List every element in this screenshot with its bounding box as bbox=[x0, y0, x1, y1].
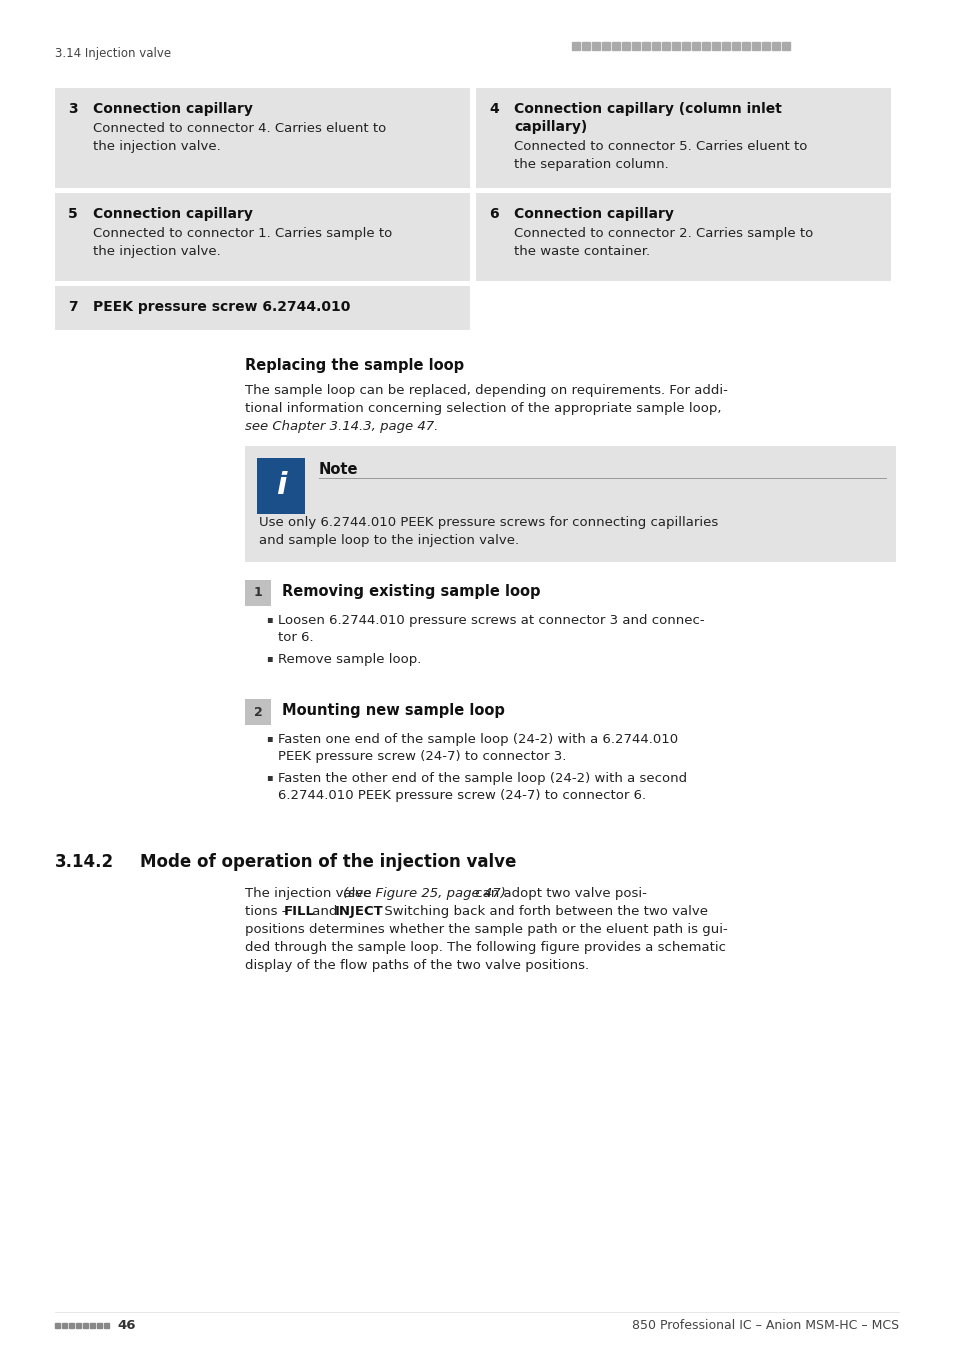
Bar bbox=[631, 42, 639, 50]
Bar bbox=[761, 42, 769, 50]
Text: 7: 7 bbox=[68, 300, 77, 315]
Bar bbox=[671, 42, 679, 50]
Bar bbox=[721, 42, 729, 50]
FancyBboxPatch shape bbox=[55, 286, 470, 329]
Text: Connection capillary: Connection capillary bbox=[514, 207, 673, 221]
Text: ▪: ▪ bbox=[266, 733, 273, 743]
Bar bbox=[104, 1323, 109, 1328]
Text: ▪: ▪ bbox=[266, 614, 273, 624]
Text: PEEK pressure screw (24-7) to connector 3.: PEEK pressure screw (24-7) to connector … bbox=[277, 751, 566, 763]
Bar bbox=[69, 1323, 74, 1328]
Text: 4: 4 bbox=[489, 103, 498, 116]
Bar bbox=[661, 42, 669, 50]
Bar bbox=[651, 42, 659, 50]
Text: . Switching back and forth between the two valve: . Switching back and forth between the t… bbox=[375, 904, 707, 918]
Bar bbox=[97, 1323, 102, 1328]
Text: tional information concerning selection of the appropriate sample loop,: tional information concerning selection … bbox=[245, 402, 720, 414]
Bar bbox=[581, 42, 589, 50]
Text: tor 6.: tor 6. bbox=[277, 630, 314, 644]
FancyBboxPatch shape bbox=[245, 699, 271, 725]
FancyBboxPatch shape bbox=[55, 88, 470, 188]
Text: Connected to connector 2. Carries sample to: Connected to connector 2. Carries sample… bbox=[514, 227, 812, 240]
Text: capillary): capillary) bbox=[514, 120, 587, 134]
Text: 3: 3 bbox=[68, 103, 77, 116]
Bar bbox=[612, 42, 619, 50]
Text: display of the flow paths of the two valve positions.: display of the flow paths of the two val… bbox=[245, 958, 589, 972]
Text: 3.14 Injection valve: 3.14 Injection valve bbox=[55, 47, 171, 59]
FancyBboxPatch shape bbox=[245, 580, 271, 606]
Text: ded through the sample loop. The following figure provides a schematic: ded through the sample loop. The followi… bbox=[245, 941, 725, 954]
Bar bbox=[76, 1323, 81, 1328]
Text: Remove sample loop.: Remove sample loop. bbox=[277, 653, 421, 666]
Text: The sample loop can be replaced, depending on requirements. For addi-: The sample loop can be replaced, dependi… bbox=[245, 383, 727, 397]
Bar bbox=[701, 42, 709, 50]
Text: 6: 6 bbox=[489, 207, 498, 221]
Bar bbox=[691, 42, 700, 50]
Text: ▪: ▪ bbox=[266, 772, 273, 782]
Text: 6.2744.010 PEEK pressure screw (24-7) to connector 6.: 6.2744.010 PEEK pressure screw (24-7) to… bbox=[277, 788, 645, 802]
Text: 2: 2 bbox=[253, 706, 262, 718]
FancyBboxPatch shape bbox=[256, 458, 305, 514]
Bar bbox=[62, 1323, 67, 1328]
Text: 5: 5 bbox=[68, 207, 77, 221]
Text: positions determines whether the sample path or the eluent path is gui-: positions determines whether the sample … bbox=[245, 923, 727, 936]
Bar bbox=[592, 42, 599, 50]
Bar bbox=[751, 42, 760, 50]
Bar bbox=[711, 42, 720, 50]
Text: Removing existing sample loop: Removing existing sample loop bbox=[282, 585, 540, 599]
Text: ▪: ▪ bbox=[266, 653, 273, 663]
Text: Connected to connector 4. Carries eluent to: Connected to connector 4. Carries eluent… bbox=[92, 122, 386, 135]
Text: the injection valve.: the injection valve. bbox=[92, 140, 220, 153]
Text: Connection capillary (column inlet: Connection capillary (column inlet bbox=[514, 103, 781, 116]
Text: and: and bbox=[308, 904, 341, 918]
Text: 46: 46 bbox=[117, 1319, 135, 1332]
FancyBboxPatch shape bbox=[55, 193, 470, 281]
Text: Use only 6.2744.010 PEEK pressure screws for connecting capillaries: Use only 6.2744.010 PEEK pressure screws… bbox=[258, 516, 718, 529]
Text: Fasten one end of the sample loop (24-2) with a 6.2744.010: Fasten one end of the sample loop (24-2)… bbox=[277, 733, 678, 747]
Bar bbox=[83, 1323, 88, 1328]
Text: Fasten the other end of the sample loop (24-2) with a second: Fasten the other end of the sample loop … bbox=[277, 772, 686, 784]
Text: the injection valve.: the injection valve. bbox=[92, 244, 220, 258]
Bar bbox=[731, 42, 740, 50]
Text: PEEK pressure screw 6.2744.010: PEEK pressure screw 6.2744.010 bbox=[92, 300, 350, 315]
Text: Loosen 6.2744.010 pressure screws at connector 3 and connec-: Loosen 6.2744.010 pressure screws at con… bbox=[277, 614, 704, 626]
Text: tions -: tions - bbox=[245, 904, 291, 918]
Text: i: i bbox=[275, 471, 286, 501]
Text: Connected to connector 5. Carries eluent to: Connected to connector 5. Carries eluent… bbox=[514, 140, 806, 153]
Text: Mode of operation of the injection valve: Mode of operation of the injection valve bbox=[140, 853, 516, 871]
Bar bbox=[641, 42, 649, 50]
Text: The injection valve: The injection valve bbox=[245, 887, 375, 900]
Text: can adopt two valve posi-: can adopt two valve posi- bbox=[471, 887, 646, 900]
Text: Replacing the sample loop: Replacing the sample loop bbox=[245, 358, 464, 373]
Bar bbox=[681, 42, 689, 50]
Text: INJECT: INJECT bbox=[335, 904, 383, 918]
FancyBboxPatch shape bbox=[245, 446, 895, 562]
Bar bbox=[781, 42, 789, 50]
Bar bbox=[621, 42, 629, 50]
Text: 3.14.2: 3.14.2 bbox=[55, 853, 114, 871]
Bar bbox=[771, 42, 780, 50]
Bar bbox=[90, 1323, 95, 1328]
Bar bbox=[55, 1323, 60, 1328]
Text: Mounting new sample loop: Mounting new sample loop bbox=[282, 703, 504, 718]
Text: Connected to connector 1. Carries sample to: Connected to connector 1. Carries sample… bbox=[92, 227, 392, 240]
Text: Connection capillary: Connection capillary bbox=[92, 207, 253, 221]
Text: (see Figure 25, page 47): (see Figure 25, page 47) bbox=[343, 887, 505, 900]
FancyBboxPatch shape bbox=[476, 193, 890, 281]
Text: the waste container.: the waste container. bbox=[514, 244, 649, 258]
Text: and sample loop to the injection valve.: and sample loop to the injection valve. bbox=[258, 535, 518, 547]
Text: 1: 1 bbox=[253, 586, 262, 599]
Text: Note: Note bbox=[318, 462, 358, 477]
Text: see Chapter 3.14.3, page 47.: see Chapter 3.14.3, page 47. bbox=[245, 420, 438, 433]
Bar bbox=[601, 42, 609, 50]
Text: 850 Professional IC – Anion MSM-HC – MCS: 850 Professional IC – Anion MSM-HC – MCS bbox=[631, 1319, 898, 1332]
Text: the separation column.: the separation column. bbox=[514, 158, 668, 171]
Text: Connection capillary: Connection capillary bbox=[92, 103, 253, 116]
Text: FILL: FILL bbox=[284, 904, 314, 918]
Bar bbox=[572, 42, 579, 50]
Bar bbox=[741, 42, 749, 50]
FancyBboxPatch shape bbox=[476, 88, 890, 188]
